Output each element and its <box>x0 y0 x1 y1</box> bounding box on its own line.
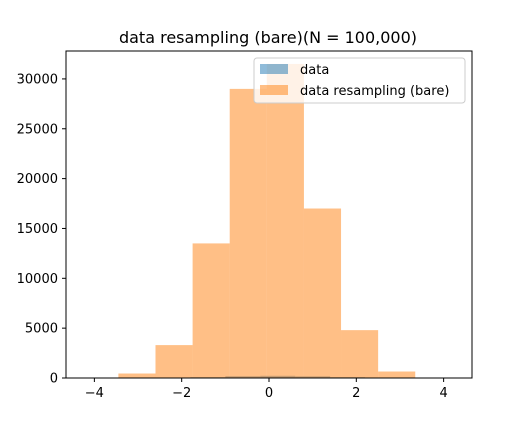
y-tick-label-2: 10000 <box>17 272 58 287</box>
y-tick-label-3: 15000 <box>17 222 58 237</box>
x-tick-label-3: 2 <box>352 386 360 401</box>
legend-swatch-data-resampling-bare <box>260 85 288 95</box>
legend-label-data: data <box>300 63 329 78</box>
bar-1-2 <box>155 345 193 378</box>
y-tick-label-5: 25000 <box>17 122 58 137</box>
legend-swatch-data <box>260 64 288 74</box>
x-tick-label-1: −2 <box>172 386 191 401</box>
bar-1-6 <box>303 208 342 378</box>
x-axis: −4 −2 0 2 4 <box>85 378 448 401</box>
chart-title: data resampling (bare)(N = 100,000) <box>119 28 417 47</box>
y-tick-label-0: 0 <box>50 372 58 387</box>
x-tick-label-4: 4 <box>439 386 447 401</box>
y-tick-label-6: 30000 <box>17 72 58 87</box>
legend: data data resampling (bare) <box>253 57 466 104</box>
y-tick-label-4: 20000 <box>17 172 58 187</box>
x-tick-label-2: 0 <box>265 386 273 401</box>
y-axis: 0 5000 10000 15000 20000 25000 30000 <box>17 72 66 387</box>
y-tick-label-1: 5000 <box>25 322 58 337</box>
legend-label-data-resampling-bare: data resampling (bare) <box>300 84 449 99</box>
bar-1-5 <box>266 63 304 379</box>
bars-layer <box>81 63 453 379</box>
legend-box <box>253 57 466 104</box>
bar-1-4 <box>229 88 267 378</box>
bar-1-1 <box>118 373 156 378</box>
bar-1-3 <box>192 243 230 378</box>
bar-1-8 <box>378 371 416 378</box>
x-tick-label-0: −4 <box>85 386 104 401</box>
bar-1-7 <box>341 330 379 378</box>
